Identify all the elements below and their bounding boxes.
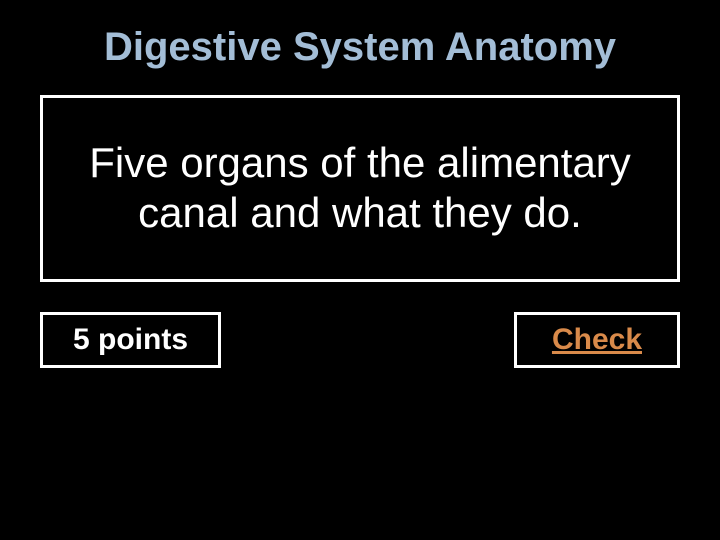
page-title: Digestive System Anatomy (0, 0, 720, 80)
points-badge: 5 points (40, 312, 221, 368)
check-button[interactable]: Check (514, 312, 680, 368)
question-card: Five organs of the alimentary canal and … (40, 95, 680, 282)
bottom-row: 5 points Check (40, 312, 680, 368)
question-text: Five organs of the alimentary canal and … (63, 138, 657, 239)
